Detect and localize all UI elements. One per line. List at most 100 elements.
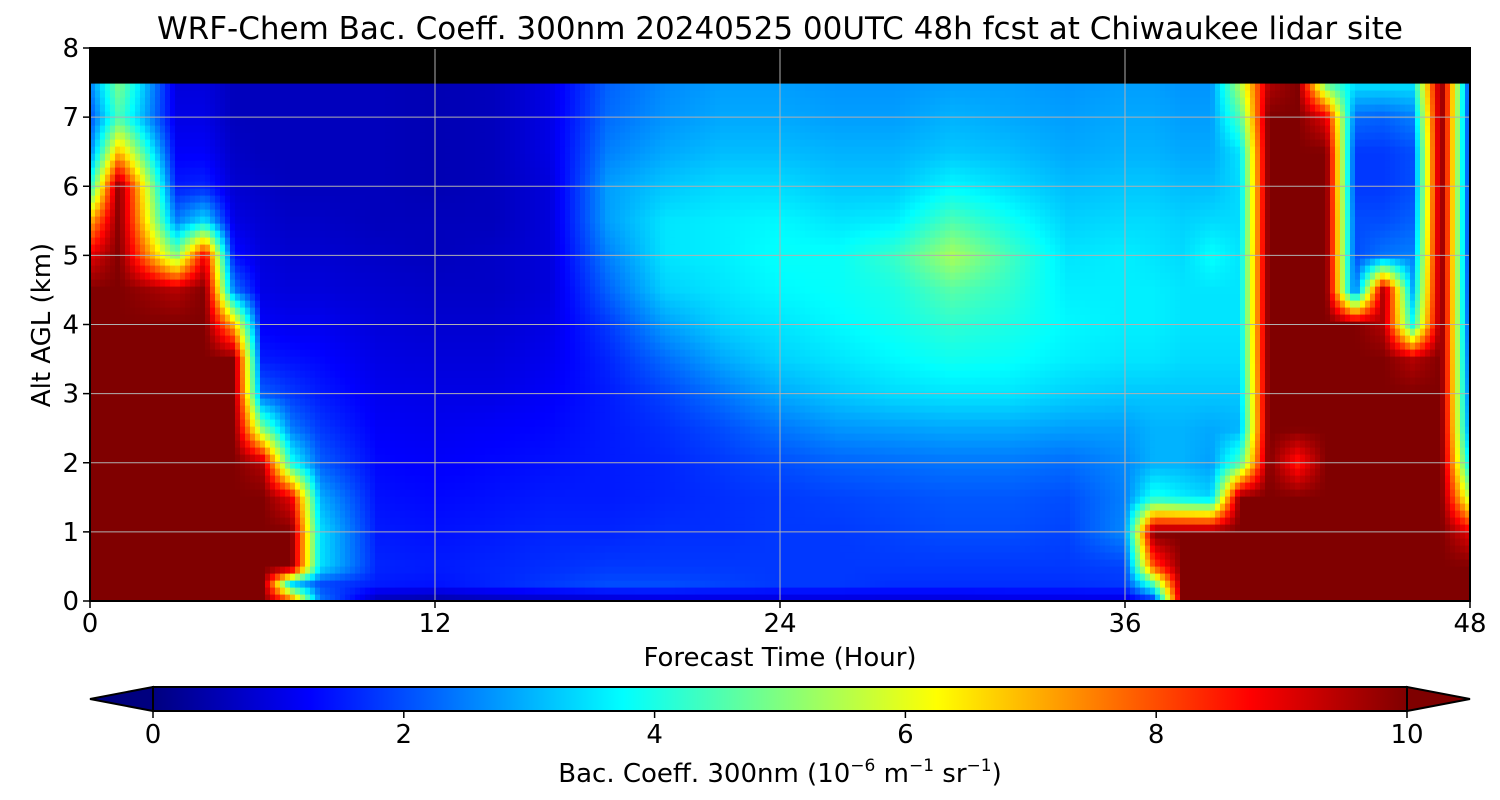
heatmap-cell [405, 573, 411, 581]
heatmap-cell [225, 258, 231, 266]
heatmap-cell [380, 209, 386, 217]
heatmap-cell [335, 517, 341, 525]
heatmap-cell [385, 69, 391, 77]
heatmap-cell [100, 76, 106, 84]
heatmap-cell [255, 293, 261, 301]
heatmap-cell [220, 489, 226, 497]
heatmap-cell [100, 503, 106, 511]
heatmap-cell [145, 83, 151, 91]
heatmap-cell [145, 62, 151, 70]
heatmap-cell [340, 496, 346, 504]
heatmap-cell [120, 538, 126, 546]
heatmap-cell [230, 286, 236, 294]
heatmap-cell [335, 279, 341, 287]
heatmap-cell [280, 524, 286, 532]
heatmap-cell [105, 475, 111, 483]
heatmap-cell [390, 104, 396, 112]
heatmap-cell [155, 356, 161, 364]
heatmap-cell [255, 251, 261, 259]
heatmap-cell [220, 139, 226, 147]
heatmap-cell [365, 209, 371, 217]
heatmap-cell [105, 97, 111, 105]
heatmap-cell [130, 566, 136, 574]
heatmap-cell [145, 461, 151, 469]
heatmap-cell [375, 587, 381, 595]
heatmap-cell [290, 146, 296, 154]
heatmap-cell [345, 216, 351, 224]
heatmap-cell [345, 475, 351, 483]
heatmap-cell [305, 363, 311, 371]
heatmap-cell [315, 475, 321, 483]
heatmap-cell [120, 440, 126, 448]
heatmap-cell [220, 524, 226, 532]
heatmap-cell [185, 440, 191, 448]
heatmap-cell [330, 447, 336, 455]
heatmap-cell [100, 167, 106, 175]
heatmap-cell [365, 405, 371, 413]
heatmap-cell [205, 125, 211, 133]
heatmap-cell [235, 216, 241, 224]
heatmap-cell [145, 384, 151, 392]
heatmap-cell [255, 496, 261, 504]
heatmap-cell [370, 48, 376, 56]
heatmap-cell [265, 265, 271, 273]
heatmap-cell [395, 230, 401, 238]
heatmap-cell [210, 244, 216, 252]
heatmap-cell [385, 573, 391, 581]
heatmap-cell [365, 412, 371, 420]
heatmap-cell [180, 97, 186, 105]
heatmap-cell [185, 230, 191, 238]
heatmap-cell [390, 426, 396, 434]
heatmap-cell [255, 552, 261, 560]
heatmap-cell [215, 447, 221, 455]
heatmap-cell [225, 209, 231, 217]
heatmap-cell [245, 160, 251, 168]
heatmap-cell [210, 503, 216, 511]
heatmap-cell [380, 146, 386, 154]
heatmap-cell [225, 580, 231, 588]
heatmap-cell [355, 363, 361, 371]
heatmap-cell [255, 566, 261, 574]
heatmap-cell [175, 398, 181, 406]
heatmap-cell [395, 496, 401, 504]
heatmap-cell [165, 69, 171, 77]
heatmap-cell [295, 398, 301, 406]
heatmap-cell [195, 391, 201, 399]
heatmap-cell [375, 377, 381, 385]
heatmap-cell [385, 258, 391, 266]
heatmap-cell [190, 195, 196, 203]
heatmap-cell [365, 510, 371, 518]
heatmap-cell [130, 216, 136, 224]
heatmap-cell [200, 230, 206, 238]
heatmap-cell [340, 419, 346, 427]
heatmap-cell [155, 440, 161, 448]
heatmap-cell [95, 510, 101, 518]
heatmap-cell [365, 174, 371, 182]
heatmap-cell [210, 328, 216, 336]
heatmap-cell [365, 188, 371, 196]
heatmap-cell [160, 587, 166, 595]
heatmap-cell [240, 454, 246, 462]
heatmap-cell [150, 342, 156, 350]
heatmap-cell [300, 580, 306, 588]
heatmap-cell [230, 300, 236, 308]
heatmap-cell [300, 286, 306, 294]
heatmap-cell [145, 489, 151, 497]
heatmap-cell [105, 370, 111, 378]
heatmap-cell [195, 489, 201, 497]
heatmap-cell [390, 174, 396, 182]
heatmap-cell [270, 167, 276, 175]
heatmap-cell [175, 188, 181, 196]
heatmap-cell [230, 97, 236, 105]
heatmap-cell [130, 433, 136, 441]
heatmap-cell [120, 293, 126, 301]
heatmap-cell [200, 377, 206, 385]
heatmap-cell [355, 125, 361, 133]
heatmap-cell [265, 272, 271, 280]
heatmap-cell [230, 510, 236, 518]
heatmap-cell [280, 566, 286, 574]
heatmap-cell [150, 90, 156, 98]
heatmap-cell [250, 48, 256, 56]
heatmap-cell [220, 391, 226, 399]
heatmap-cell [295, 132, 301, 140]
